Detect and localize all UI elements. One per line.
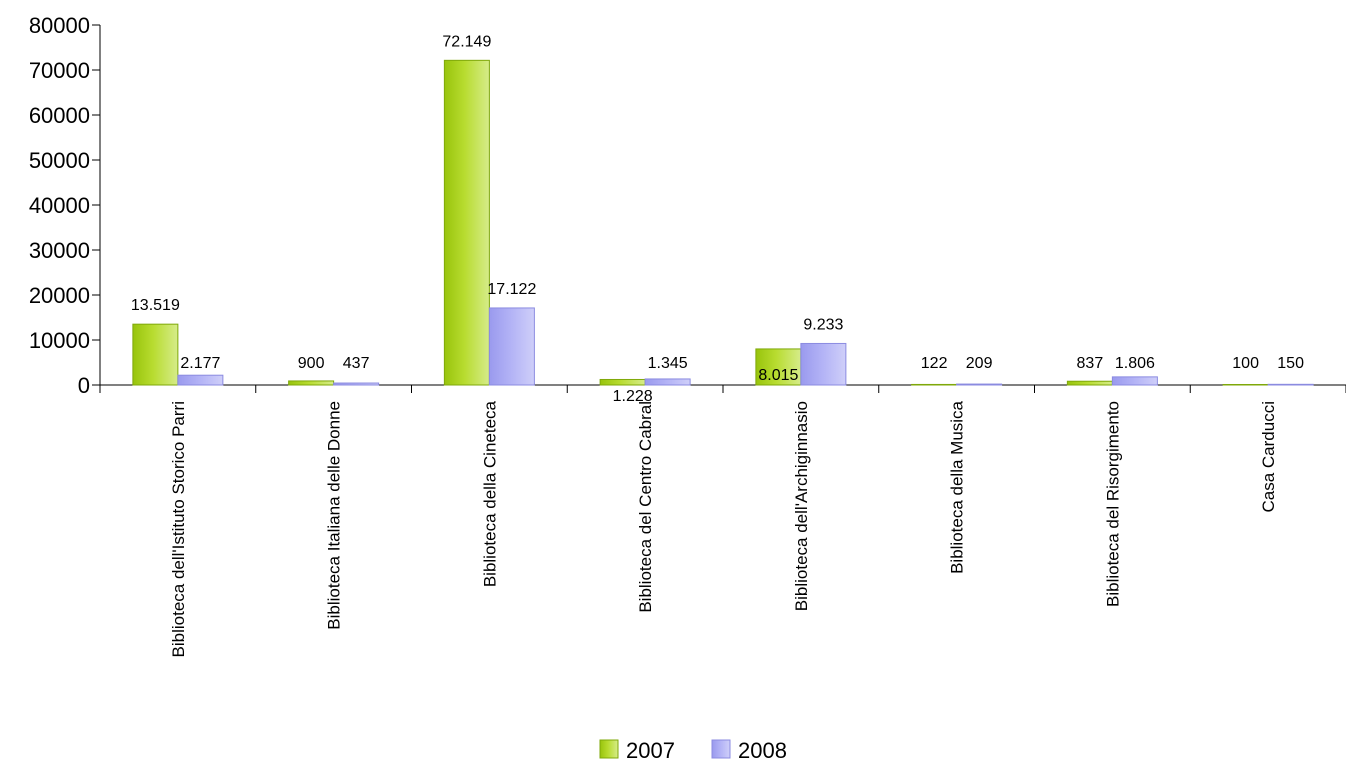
data-label-2007-7: 100 [1232,355,1259,372]
data-label-2008-4: 9.233 [803,316,843,333]
data-label-2007-3: 1.228 [613,388,653,405]
bar-2007-1 [288,380,335,386]
bar-2008-4 [800,342,847,386]
bar-2008-2 [488,307,535,386]
data-label-2007-2: 72.149 [442,33,491,50]
data-label-2008-7: 150 [1277,355,1304,372]
bar-2007-3 [599,378,646,386]
bar-2008-7 [1267,383,1314,386]
plot-area: 0 10000 20000 30000 40000 50000 60000 70000 8000… [29,13,1346,657]
y-tick-label: 50000 [29,148,90,173]
category-label-4: Biblioteca dell'Archiginnasio [792,401,811,611]
legend-label-2008: 2008 [738,738,787,763]
category-label-1: Biblioteca Italiana delle Donne [325,401,344,630]
y-tick-label: 70000 [29,58,90,83]
y-tick-label: 80000 [29,13,90,38]
bar-2007-6 [1066,380,1113,386]
data-label-2008-3: 1.345 [648,355,688,372]
y-tick-label: 10000 [29,328,90,353]
data-label-2008-1: 437 [343,355,370,372]
data-label-2007-1: 900 [298,355,325,372]
bar-2007-4 [755,348,802,386]
data-label-2008-5: 209 [966,355,993,372]
y-tick-label: 40000 [29,193,90,218]
bar-2008-3 [644,378,691,386]
data-label-2008-6: 1.806 [1115,355,1155,372]
y-tick-label: 0 [78,373,90,398]
legend: 2007 2008 [599,738,787,763]
y-tick-label: 60000 [29,103,90,128]
y-tick-label: 20000 [29,283,90,308]
bar-2008-1 [333,382,380,386]
category-label-7: Casa Carducci [1259,401,1278,513]
bar-2008-5 [956,383,1003,386]
category-label-3: Biblioteca del Centro Cabral [636,401,655,613]
bar-2007-7 [1222,384,1269,386]
data-label-2008-0: 2.177 [180,355,220,372]
y-tick-label: 30000 [29,238,90,263]
data-label-2008-2: 17.122 [487,281,536,298]
bar-2008-6 [1111,376,1158,386]
bar-2007-5 [911,383,958,386]
legend-swatch-2007 [599,739,619,759]
legend-label-2007: 2007 [626,738,675,763]
legend-swatch-2008 [711,739,731,759]
category-label-6: Biblioteca del Risorgimento [1103,401,1122,607]
data-label-2007-6: 837 [1077,355,1104,372]
bar-2007-2 [443,59,490,386]
data-label-2007-0: 13.519 [131,297,180,314]
data-label-2007-5: 122 [921,355,948,372]
category-label-2: Biblioteca della Cineteca [480,400,499,587]
bar-2008-0 [177,374,224,386]
bar-2007-0 [132,323,179,386]
data-label-2007-4: 8.015 [758,367,798,384]
category-label-0: Biblioteca dell'Istituto Storico Parri [169,401,188,657]
category-label-5: Biblioteca della Musica [948,400,967,573]
